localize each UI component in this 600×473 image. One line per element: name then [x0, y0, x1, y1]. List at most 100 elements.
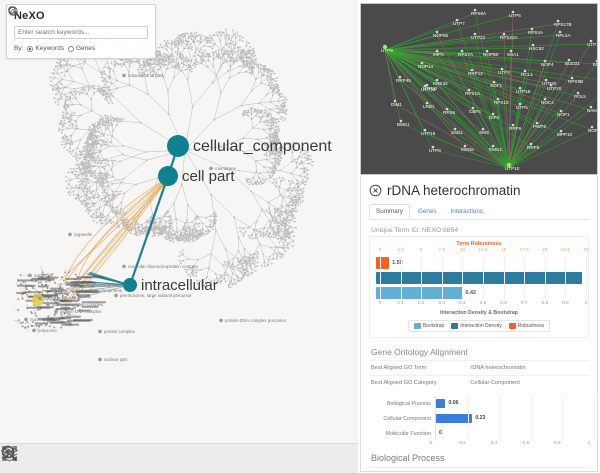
- hierarchy-node-label: nucleolus: [34, 273, 53, 278]
- gene-node[interactable]: [473, 32, 477, 36]
- gene-node[interactable]: [570, 76, 574, 80]
- gene-node[interactable]: [420, 61, 424, 65]
- gene-node-label: UTP10: [505, 166, 520, 171]
- gene-node[interactable]: [518, 102, 522, 106]
- gene-node[interactable]: [455, 18, 459, 22]
- gene-node[interactable]: [467, 88, 471, 92]
- gene-node[interactable]: [531, 43, 535, 47]
- gene-hub-node[interactable]: [506, 162, 512, 168]
- gene-node[interactable]: [530, 27, 534, 31]
- gene-network-svg: RPS8A UTP6 UTP7 RPS17B NOP56 UTP21 RPS22A RPS4A…: [381, 8, 597, 171]
- gene-node[interactable]: [595, 59, 597, 63]
- gene-node[interactable]: [511, 10, 515, 14]
- gene-node[interactable]: [559, 129, 563, 133]
- gene-node[interactable]: [543, 59, 547, 63]
- gene-node[interactable]: [492, 80, 496, 84]
- gene-node-label: SIK6: [479, 130, 489, 135]
- gene-node[interactable]: [425, 83, 429, 87]
- gene-node[interactable]: [567, 58, 571, 62]
- close-circle-icon[interactable]: [369, 184, 382, 197]
- go-axis-tick: 0.2: [459, 441, 466, 446]
- gene-node[interactable]: [470, 68, 474, 72]
- hierarchy-highlighted-node[interactable]: [167, 135, 189, 157]
- hierarchy-highlighted-node[interactable]: [158, 166, 178, 186]
- go-axis-tick: 0.4: [490, 441, 498, 446]
- axis-tick: 0.5: [479, 301, 487, 306]
- gene-node[interactable]: [502, 32, 506, 36]
- radio-genes[interactable]: Genes: [67, 45, 95, 52]
- grid-line: [467, 396, 469, 411]
- gene-node[interactable]: [393, 99, 397, 103]
- grid-line: [562, 396, 564, 411]
- gene-node[interactable]: [523, 69, 527, 73]
- gene-node[interactable]: [544, 78, 548, 82]
- gene-node[interactable]: [511, 123, 515, 127]
- gene-node-label: BMS1: [397, 122, 410, 127]
- gene-node[interactable]: [453, 127, 457, 131]
- page-title: rDNA heterochromatin: [387, 183, 521, 198]
- gene-node[interactable]: [589, 105, 593, 109]
- gene-node-label: RPS8A: [471, 11, 487, 16]
- gene-node[interactable]: [399, 119, 403, 123]
- grid-line: [467, 411, 469, 426]
- gene-node[interactable]: [473, 8, 477, 12]
- grid-line: [380, 256, 381, 299]
- gene-node[interactable]: [471, 106, 475, 110]
- gene-node[interactable]: [549, 83, 553, 87]
- gene-node-label: UTP18: [516, 89, 531, 94]
- gene-node[interactable]: [423, 128, 427, 132]
- bar-row-bootstrap: 0.42: [376, 286, 582, 299]
- gene-node[interactable]: [445, 107, 449, 111]
- gene-node[interactable]: [463, 144, 467, 148]
- gene-node[interactable]: [398, 75, 402, 79]
- axis-tick: 2.5: [397, 248, 404, 253]
- go-row-molecular-function: Molecular Function 0: [369, 426, 595, 441]
- gene-node[interactable]: [431, 145, 435, 149]
- layers-icon[interactable]: [0, 444, 19, 463]
- go-term-key: Best Aligned GO Term: [371, 365, 427, 371]
- gene-node-label: RPS1A: [465, 91, 481, 96]
- gene-node[interactable]: [590, 125, 594, 129]
- gene-node-label: NOC4: [541, 100, 554, 105]
- gene-hub-node[interactable]: [382, 44, 388, 50]
- gene-node[interactable]: [558, 30, 562, 34]
- grid-line: [524, 256, 526, 299]
- gene-node[interactable]: [556, 19, 560, 23]
- gene-node[interactable]: [435, 30, 439, 34]
- gene-node[interactable]: [509, 49, 513, 53]
- gene-node-label: SOF1: [490, 83, 502, 88]
- gene-node[interactable]: [435, 78, 439, 82]
- gene-node[interactable]: [491, 112, 495, 116]
- gene-node[interactable]: [535, 121, 539, 125]
- gene-interaction-network[interactable]: RPS8A UTP6 UTP7 RPS17B NOP56 UTP21 RPS22A RPS4A…: [360, 3, 598, 175]
- gene-node[interactable]: [425, 101, 429, 105]
- gene-node[interactable]: [460, 49, 464, 53]
- gene-node[interactable]: [496, 97, 500, 101]
- gene-node[interactable]: [500, 67, 504, 71]
- gene-node[interactable]: [543, 97, 547, 101]
- hierarchy-network-canvas[interactable]: mitochondrial part membrane protein comple…: [0, 0, 358, 473]
- search-input[interactable]: [14, 26, 148, 39]
- gene-node[interactable]: [481, 127, 485, 131]
- gene-node[interactable]: [485, 49, 489, 53]
- gene-node[interactable]: [559, 109, 563, 113]
- gene-node[interactable]: [435, 49, 439, 53]
- tab-genes[interactable]: Genes: [417, 208, 437, 215]
- tab-interactions[interactable]: Interactions: [450, 208, 484, 215]
- chevron-down-icon[interactable]: [7, 5, 14, 17]
- grid-line: [499, 396, 501, 411]
- gene-node[interactable]: [529, 142, 533, 146]
- gene-node[interactable]: [491, 144, 495, 148]
- tab-summary[interactable]: Summary: [369, 204, 410, 219]
- go-row-biological-process: Biological Process 0.06: [369, 396, 595, 411]
- gene-node[interactable]: [576, 91, 580, 95]
- help-icon[interactable]: ?: [7, 5, 19, 17]
- gene-node[interactable]: [589, 39, 593, 43]
- gene-node[interactable]: [423, 84, 427, 88]
- hierarchy-node-label: protein-DNA complex: [60, 309, 102, 314]
- search-by-label: By:: [14, 45, 24, 52]
- hierarchy-highlighted-node[interactable]: [123, 278, 137, 292]
- radio-keywords[interactable]: Keywords: [27, 45, 64, 52]
- legend-swatch-bootstrap: [413, 323, 421, 329]
- gene-node[interactable]: [518, 86, 522, 90]
